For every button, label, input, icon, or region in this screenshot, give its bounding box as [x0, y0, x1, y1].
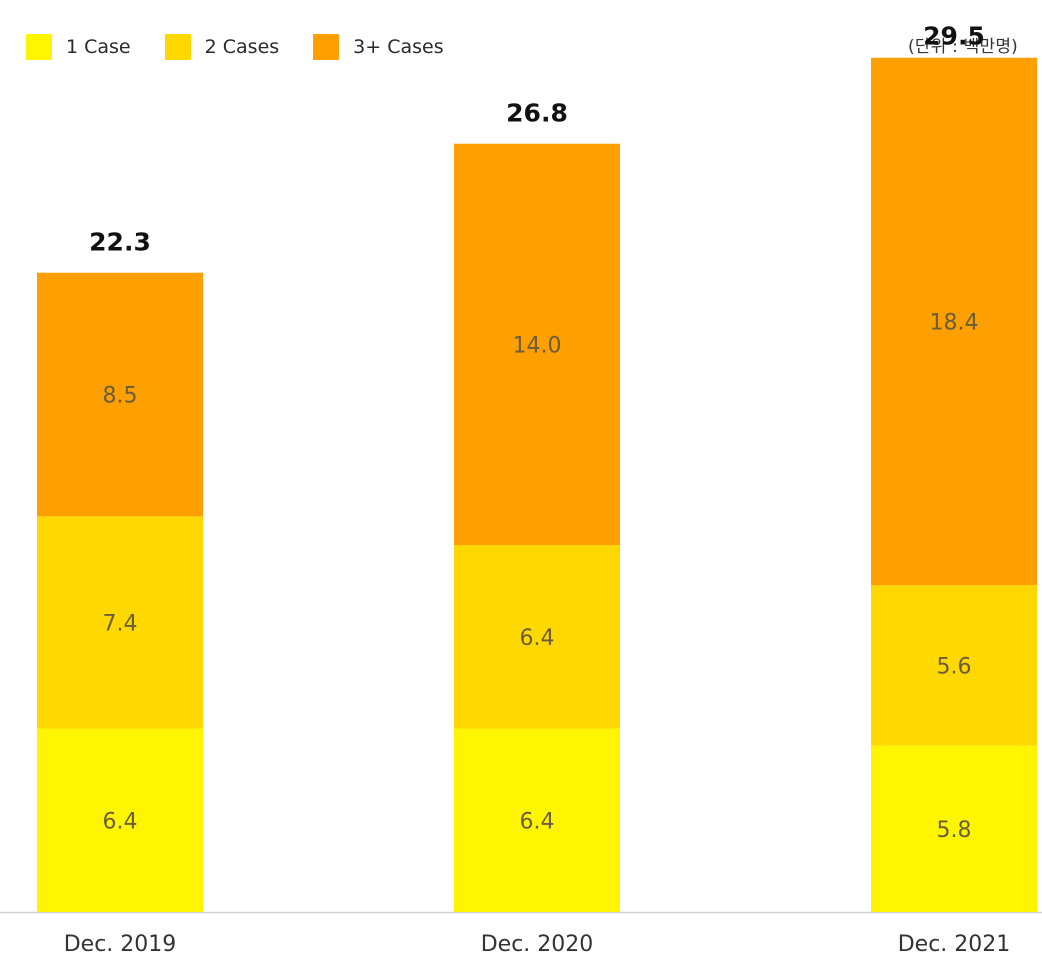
legend-label-three-plus-cases: 3+ Cases [353, 36, 444, 58]
legend-label-one-case: 1 Case [66, 36, 131, 58]
bar-segment-three-plus-cases-3 [871, 57, 1037, 586]
x-axis-tick-label: Dec. 2021 [898, 932, 1011, 957]
legend: 1 Case 2 Cases 3+ Cases [26, 34, 444, 60]
bar-segment-one-case-1 [37, 728, 203, 912]
bar-total-label: 26.8 [506, 99, 568, 128]
bar-total-label: 22.3 [89, 228, 151, 257]
bar-segment-two-cases-2 [454, 545, 620, 729]
x-axis-tick-label: Dec. 2020 [481, 932, 594, 957]
legend-swatch-three-plus-cases [313, 34, 340, 60]
segment-value-label: 5.6 [937, 654, 972, 679]
bar-segment-three-plus-cases-2 [454, 143, 620, 546]
segment-value-label: 6.4 [520, 809, 555, 834]
segment-value-label: 8.5 [103, 384, 138, 409]
legend-swatch-two-cases [164, 34, 191, 60]
legend-item-three-plus-cases: 3+ Cases [313, 34, 444, 60]
legend-label-two-cases: 2 Cases [204, 36, 280, 58]
legend-item-one-case: 1 Case [26, 34, 131, 60]
segment-value-label: 18.4 [930, 310, 979, 335]
bar-segment-one-case-2 [454, 728, 620, 912]
legend-swatch-one-case [26, 34, 52, 60]
bar-total-label: 29.5 [923, 21, 985, 50]
segment-value-label: 5.8 [937, 818, 972, 843]
bar-segment-two-cases-1 [37, 516, 203, 729]
bar-segment-three-plus-cases-1 [37, 272, 203, 517]
bar-segment-one-case-3 [871, 745, 1037, 912]
segment-value-label: 6.4 [520, 626, 555, 651]
segment-value-label: 14.0 [513, 333, 562, 358]
x-axis-tick-label: Dec. 2019 [64, 932, 177, 957]
segment-value-label: 7.4 [103, 611, 138, 636]
segment-value-label: 6.4 [103, 809, 138, 834]
legend-item-two-cases: 2 Cases [164, 34, 280, 60]
bar-segment-two-cases-3 [871, 585, 1037, 746]
unit-label: (단위 : 백만명) [908, 37, 1018, 57]
